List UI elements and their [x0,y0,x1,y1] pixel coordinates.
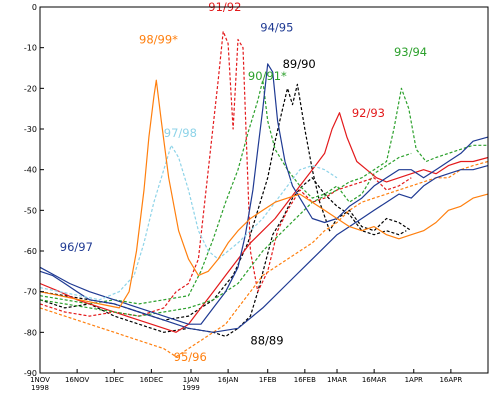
series-line-97-98 [39,144,338,301]
y-tick-label: -20 [24,84,37,93]
x-tick-label: 1NOV [30,376,50,384]
series-line-91-92 [39,30,412,317]
x-tick-label: 16NOV [65,376,90,384]
series-label-layer: 88/8989/9090/91*91/9292/9393/9494/9595/9… [60,0,427,364]
y-tick-label: -50 [24,206,37,215]
y-axis: 0 -10 -20 -30 -40 -50 -60 -70 -80 -90 [24,3,44,378]
series-label: 95/96 [174,350,207,364]
series-label: 98/99* [139,33,178,47]
series-label: 89/90 [283,57,316,71]
x-tick-label: 16FEB [294,376,316,384]
series-line-92-93 [39,112,489,333]
y-tick-label: -40 [24,166,37,175]
series-line-95-96 [39,160,489,358]
y-tick-label: -30 [24,125,37,134]
x-tick-year-label: 1998 [31,384,49,392]
series-line-96-97 [39,165,489,333]
x-tick-label: 1APR [405,376,423,384]
series-label: 88/89 [250,334,283,348]
series-label: 93/94 [394,45,427,59]
y-tick-label: -70 [24,288,37,297]
x-tick-year-label: 1999 [182,384,200,392]
series-label: 97/98 [164,126,197,140]
x-tick-label: 1MAR [327,376,347,384]
y-tick-label: -90 [24,369,37,378]
series-line-88-89 [39,177,407,337]
plot-frame [39,6,489,374]
y-tick-label: -10 [24,44,37,53]
series-line-94-95 [39,63,489,325]
x-tick-label: 16JAN [218,376,239,384]
series-label: 92/93 [352,106,385,120]
series-line-89-90 [39,83,412,321]
series-line-93-94 [39,87,488,317]
x-tick-label: 16DEC [140,376,164,384]
x-tick-label: 1FEB [259,376,277,384]
series-label: 90/91* [248,69,287,83]
x-tick-label: 16MAR [362,376,387,384]
y-tick-label: 0 [32,3,37,12]
x-tick-label: 1JAN [183,376,199,384]
series-layer [39,30,489,358]
x-tick-label: 16APR [439,376,462,384]
series-label: 96/97 [60,240,93,254]
y-tick-label: -80 [24,328,37,337]
series-line-98-99- [39,79,489,309]
series-label: 94/95 [260,20,293,34]
x-tick-label: 1DEC [105,376,124,384]
y-tick-label: -60 [24,247,37,256]
